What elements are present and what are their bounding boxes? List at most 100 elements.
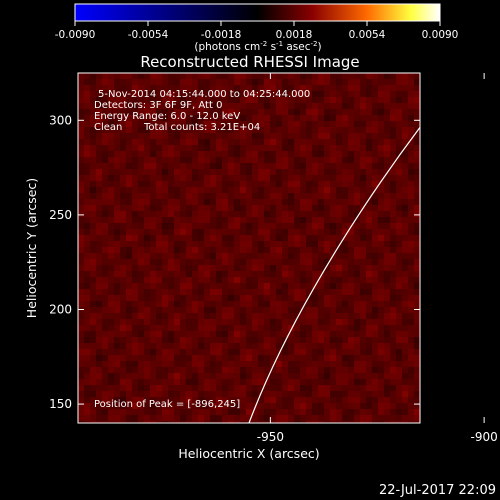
heatmap-cell — [210, 385, 216, 391]
heatmap-cell — [150, 235, 156, 241]
heatmap-cell — [252, 85, 258, 91]
heatmap-cell — [96, 109, 102, 115]
heatmap-cell — [90, 301, 96, 307]
heatmap-cell — [282, 151, 288, 157]
heatmap-cell — [138, 151, 144, 157]
heatmap-cell — [348, 145, 354, 151]
heatmap-cell — [330, 151, 336, 157]
heatmap-cell — [390, 283, 396, 289]
heatmap-cell — [204, 157, 210, 163]
heatmap-cell — [306, 343, 312, 349]
heatmap-cell — [342, 235, 348, 241]
heatmap-cell — [414, 409, 420, 415]
heatmap-cell — [288, 181, 294, 187]
heatmap-cell — [168, 133, 174, 139]
heatmap-cell — [120, 205, 126, 211]
heatmap-cell — [102, 181, 108, 187]
heatmap-cell — [96, 355, 102, 361]
heatmap-cell — [258, 385, 264, 391]
heatmap-cell — [390, 91, 396, 97]
heatmap-cell — [96, 133, 102, 139]
heatmap-cell — [240, 187, 246, 193]
heatmap-cell — [264, 199, 270, 205]
heatmap-cell — [138, 97, 144, 103]
heatmap-cell — [408, 115, 414, 121]
heatmap-cell — [324, 73, 330, 79]
heatmap-cell — [234, 301, 240, 307]
heatmap-cell — [264, 397, 270, 403]
heatmap-cell — [372, 175, 378, 181]
heatmap-cell — [204, 145, 210, 151]
heatmap-cell — [360, 349, 366, 355]
heatmap-cell — [306, 211, 312, 217]
heatmap-cell — [294, 403, 300, 409]
heatmap-cell — [216, 361, 222, 367]
heatmap-cell — [288, 199, 294, 205]
heatmap-cell — [240, 283, 246, 289]
colorbar-tick-label: 0.0054 — [349, 29, 386, 41]
heatmap-cell — [180, 325, 186, 331]
heatmap-cell — [318, 421, 324, 423]
heatmap-cell — [90, 283, 96, 289]
heatmap-cell — [282, 349, 288, 355]
heatmap-cell — [240, 157, 246, 163]
heatmap-cell — [162, 163, 168, 169]
heatmap-cell — [156, 211, 162, 217]
heatmap-cell — [312, 385, 318, 391]
heatmap-cell — [282, 127, 288, 133]
heatmap-cell — [186, 397, 192, 403]
heatmap-cell — [360, 121, 366, 127]
heatmap-cell — [168, 169, 174, 175]
heatmap-cell — [144, 91, 150, 97]
heatmap-cell — [84, 415, 90, 421]
heatmap-cell — [336, 79, 342, 85]
heatmap-cell — [204, 361, 210, 367]
heatmap-cell — [198, 277, 204, 283]
heatmap-cell — [414, 193, 420, 199]
heatmap-cell — [402, 109, 408, 115]
heatmap-cell — [312, 325, 318, 331]
heatmap-cell — [90, 229, 96, 235]
heatmap-cell — [402, 331, 408, 337]
heatmap-cell — [96, 415, 102, 421]
heatmap-cell — [120, 391, 126, 397]
heatmap-cell — [138, 127, 144, 133]
heatmap-cell — [318, 379, 324, 385]
heatmap-cell — [108, 337, 114, 343]
heatmap-cell — [198, 211, 204, 217]
heatmap-cell — [78, 391, 84, 397]
heatmap-cell — [150, 181, 156, 187]
heatmap-cell — [252, 169, 258, 175]
heatmap-cell — [294, 193, 300, 199]
footer-timestamp: 22-Jul-2017 22:09 — [379, 483, 496, 498]
heatmap-cell — [240, 415, 246, 421]
heatmap-cell — [198, 301, 204, 307]
heatmap-cell — [330, 103, 336, 109]
heatmap-cell — [78, 283, 84, 289]
heatmap-cell — [294, 253, 300, 259]
colorbar-tick-label: 0.0090 — [422, 29, 459, 41]
heatmap-cell — [216, 331, 222, 337]
heatmap-cell — [138, 85, 144, 91]
heatmap-cell — [258, 205, 264, 211]
heatmap-cell — [366, 343, 372, 349]
heatmap-cell — [390, 169, 396, 175]
heatmap-cell — [192, 325, 198, 331]
heatmap-cell — [120, 295, 126, 301]
heatmap-cell — [114, 91, 120, 97]
heatmap-cell — [264, 295, 270, 301]
heatmap-cell — [192, 379, 198, 385]
heatmap-cell — [372, 379, 378, 385]
heatmap-cell — [276, 217, 282, 223]
heatmap-cell — [342, 421, 348, 423]
heatmap-cell — [366, 151, 372, 157]
heatmap-cell — [132, 229, 138, 235]
heatmap-cell — [108, 127, 114, 133]
heatmap-cell — [144, 259, 150, 265]
heatmap-cell — [186, 103, 192, 109]
heatmap-cell — [132, 403, 138, 409]
heatmap-cell — [354, 205, 360, 211]
heatmap-cell — [198, 355, 204, 361]
heatmap-cell — [408, 313, 414, 319]
heatmap-cell — [198, 319, 204, 325]
